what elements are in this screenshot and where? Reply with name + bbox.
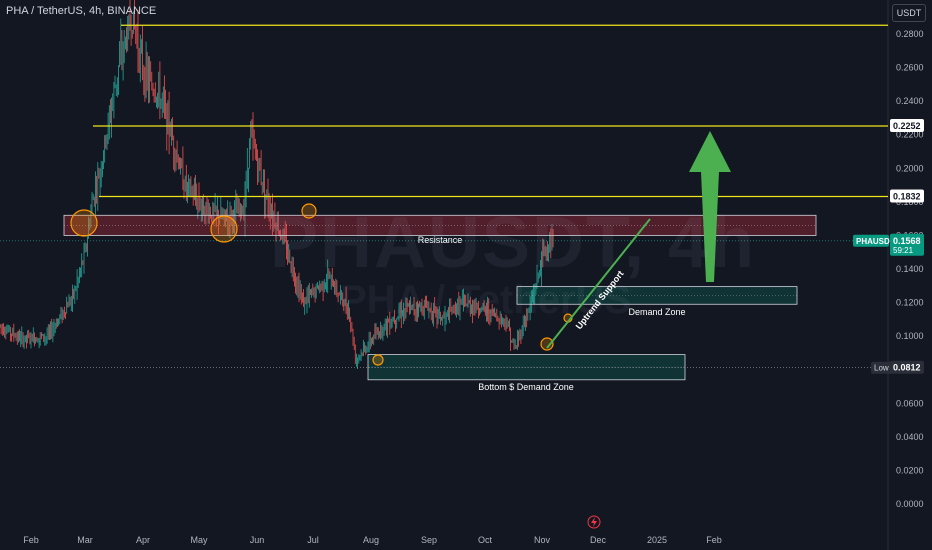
- highlight-circle[interactable]: [540, 337, 554, 351]
- currency-button[interactable]: USDT: [892, 4, 926, 22]
- y-tick-label: 0.1200: [896, 298, 924, 308]
- highlight-circle[interactable]: [372, 354, 384, 366]
- y-tick-label: 0.1400: [896, 264, 924, 274]
- x-tick-label: Oct: [478, 535, 493, 545]
- y-tick-label: 0.0200: [896, 465, 924, 475]
- x-tick-label: Dec: [590, 535, 607, 545]
- y-tick-label: 0.2200: [896, 130, 924, 140]
- highlight-circle[interactable]: [301, 203, 317, 219]
- y-tick-label: 0.0600: [896, 398, 924, 408]
- flash-icon[interactable]: [587, 515, 601, 529]
- name-watermark: PHA / TetherUS: [340, 278, 632, 322]
- candles: [0, 0, 554, 369]
- level-badge-label: 0.2252: [893, 121, 921, 131]
- low-badge-label: Low: [874, 364, 889, 373]
- symbol-badge-label: PHAUSDT: [856, 237, 895, 246]
- countdown-label: 59:21: [893, 246, 914, 255]
- x-tick-label: Aug: [363, 535, 379, 545]
- chart-title: PHA / TetherUS, 4h, BINANCE: [6, 5, 157, 17]
- low-badge: [871, 361, 893, 374]
- low-value-badge: [890, 360, 924, 374]
- uptrend-support-line[interactable]: [546, 218, 651, 349]
- current-price-label: 0.1568: [893, 236, 921, 246]
- y-tick-label: 0.0000: [896, 499, 924, 509]
- y-tick-label: 0.1000: [896, 331, 924, 341]
- x-tick-label: Mar: [77, 535, 93, 545]
- level-badge-label: 0.1832: [893, 191, 921, 201]
- zone-label-demand: Demand Zone: [628, 307, 685, 317]
- y-tick-label: 0.2000: [896, 163, 924, 173]
- flash-icon-bolt: [591, 517, 597, 527]
- x-tick-label: 2025: [647, 535, 667, 545]
- up-arrow[interactable]: [689, 131, 731, 282]
- symbol-badge: [853, 234, 889, 247]
- y-tick-label: 0.2800: [896, 29, 924, 39]
- y-tick-label: 0.0400: [896, 432, 924, 442]
- x-tick-label: Feb: [23, 535, 39, 545]
- level-badge: [890, 189, 924, 203]
- zone-label-resistance: Resistance: [418, 235, 463, 245]
- low-value-label: 0.0812: [893, 363, 921, 373]
- current-price-badge: [890, 233, 924, 256]
- x-tick-label: Jul: [307, 535, 319, 545]
- symbol-watermark: PHAUSDT, 4h: [270, 203, 757, 283]
- highlight-circle[interactable]: [210, 215, 238, 243]
- y-tick-label: 0.2600: [896, 63, 924, 73]
- zone-resistance[interactable]: [63, 214, 817, 236]
- x-tick-label: Feb: [706, 535, 722, 545]
- zone-label-bottom-demand: Bottom $ Demand Zone: [478, 382, 574, 392]
- x-tick-label: Nov: [534, 535, 551, 545]
- y-tick-label: 0.2400: [896, 96, 924, 106]
- level-badge: [890, 118, 924, 132]
- x-tick-label: Sep: [421, 535, 437, 545]
- x-tick-label: Jun: [250, 535, 265, 545]
- highlight-circle[interactable]: [70, 209, 98, 237]
- x-tick-label: May: [190, 535, 208, 545]
- zone-demand[interactable]: [516, 286, 798, 305]
- zone-bottom-demand[interactable]: [367, 354, 686, 381]
- price-axis[interactable]: [888, 0, 932, 550]
- x-tick-label: Apr: [136, 535, 150, 545]
